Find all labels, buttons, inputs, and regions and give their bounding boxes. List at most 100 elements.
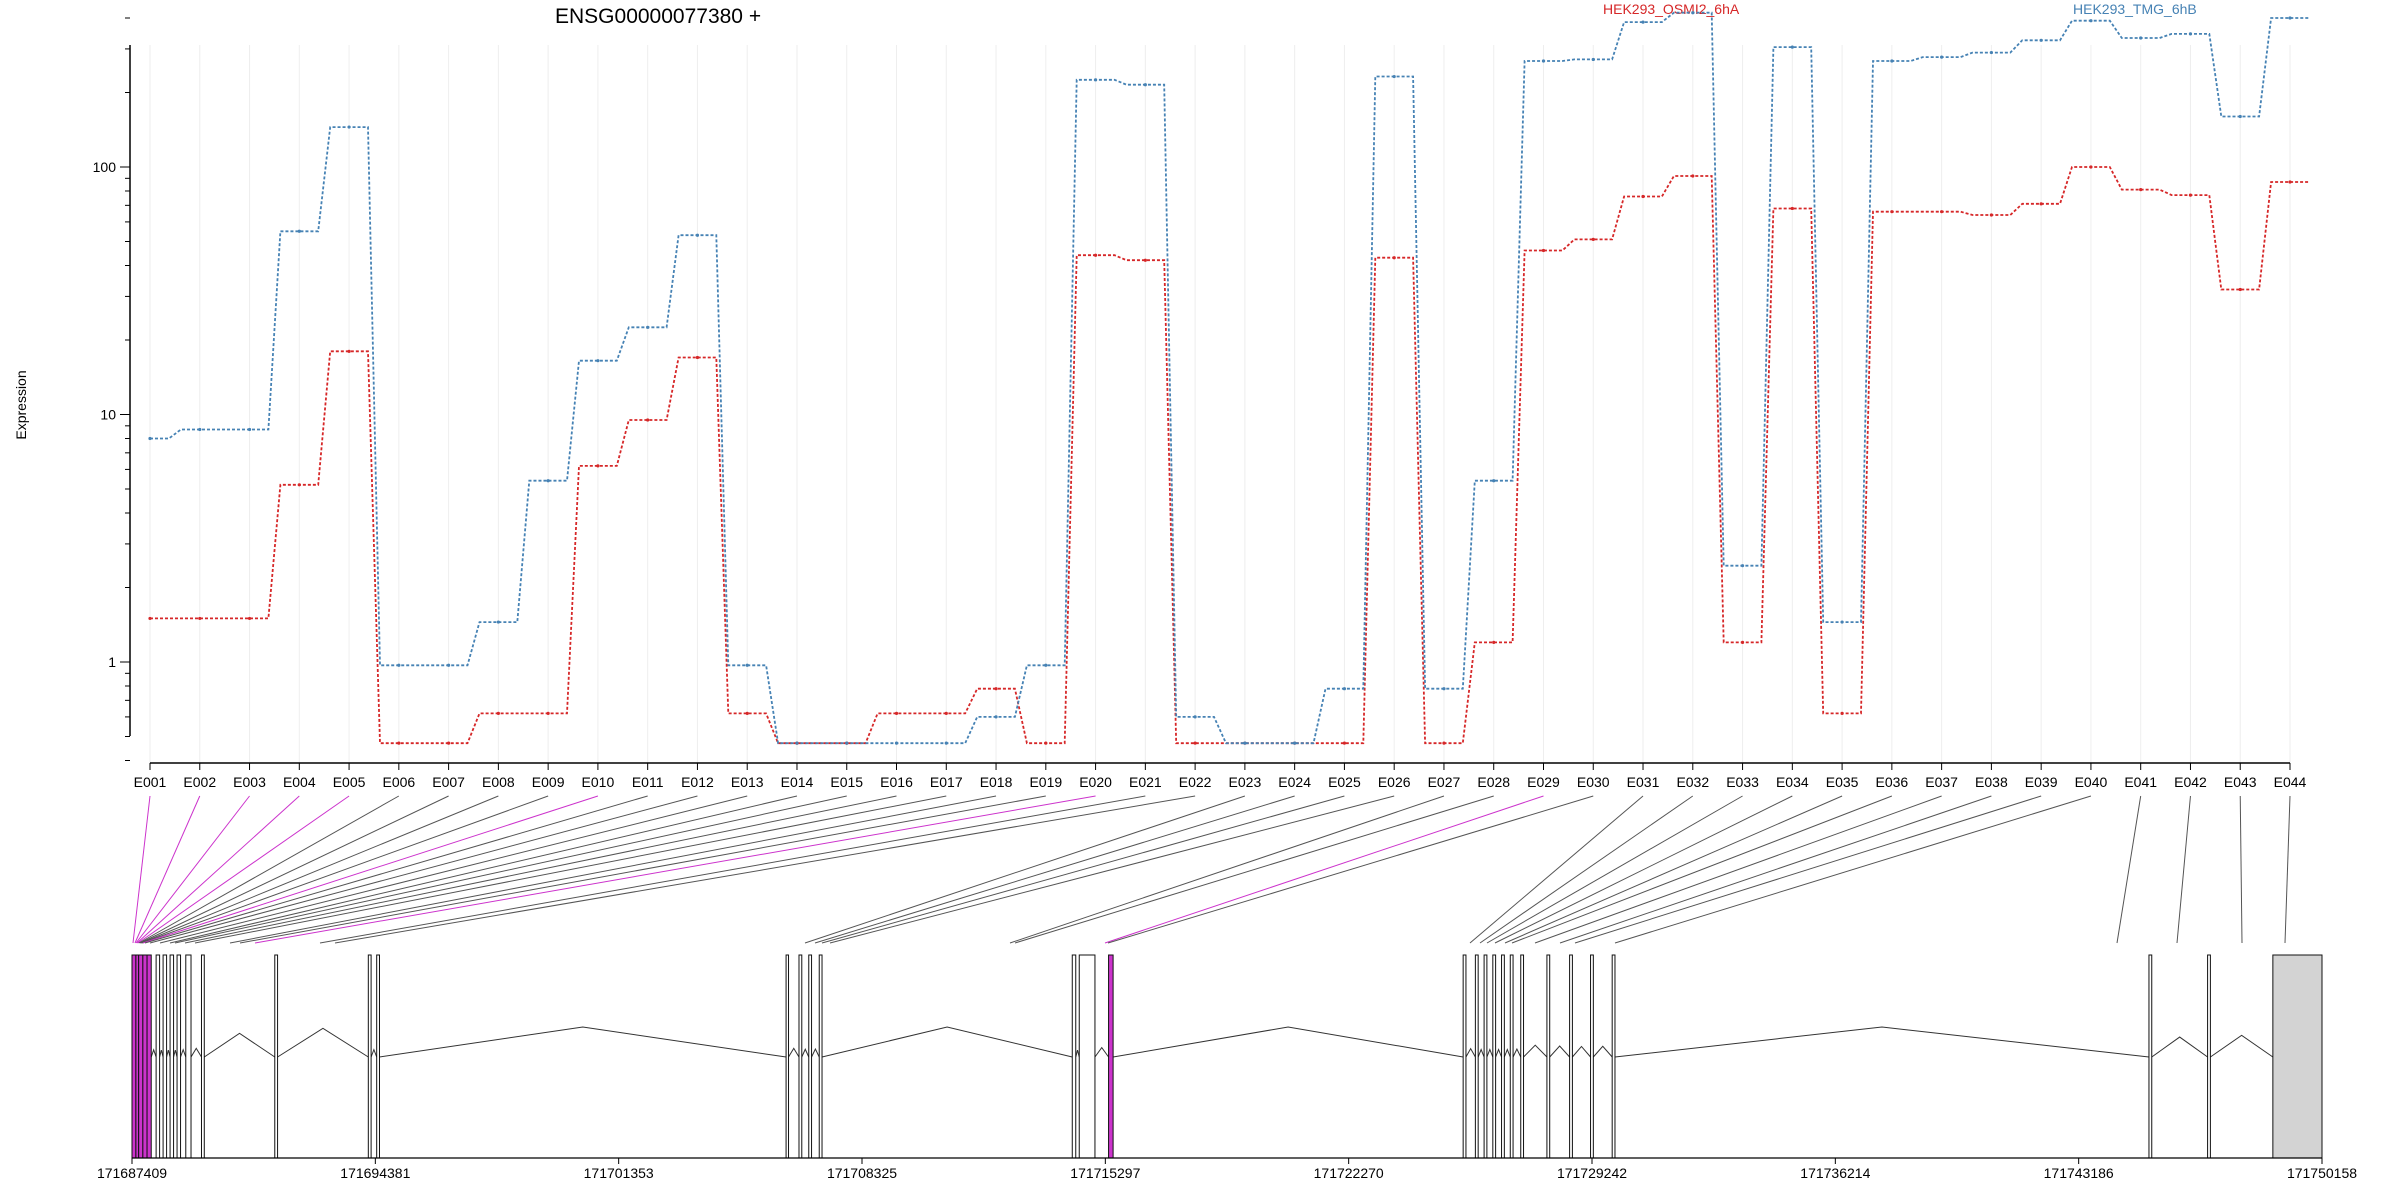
series-point: [1342, 741, 1347, 745]
intron-line: [277, 1027, 369, 1058]
exon-block: [142, 954, 148, 1159]
series-point: [2188, 32, 2193, 36]
exon-connector: [142, 795, 599, 944]
x-tick-label: E033: [1726, 774, 1759, 790]
series-point: [944, 711, 948, 715]
series-point: [1989, 213, 1993, 217]
series-point: [2288, 180, 2292, 184]
exon-block: [176, 954, 182, 1159]
series-point: [1840, 620, 1844, 624]
series-point: [1641, 20, 1645, 24]
exon-block: [1462, 954, 1467, 1159]
exon-connector: [1534, 795, 1942, 944]
exon-connector: [149, 795, 698, 944]
exon-connector: [229, 795, 997, 944]
series-point: [1989, 50, 1993, 55]
x-tick-label: E006: [382, 774, 415, 790]
series-point: [1740, 640, 1745, 645]
intron-line: [379, 1026, 787, 1058]
coord-tick-label: 171715297: [1070, 1165, 1140, 1181]
exon-connector: [829, 795, 1395, 944]
series-point: [1691, 174, 1695, 178]
exon-block: [2272, 954, 2323, 1159]
series-point: [198, 616, 202, 621]
x-tick-label: E024: [1278, 774, 1311, 790]
intron-line: [1094, 1046, 1109, 1058]
x-tick-label: E020: [1079, 774, 1112, 790]
y-tick-label: 100: [93, 159, 117, 175]
legend-series-tmg: HEK293_TMG_6hB: [2073, 1, 2197, 17]
intron-line: [173, 1050, 178, 1058]
intron-line: [1572, 1045, 1591, 1058]
series-point: [198, 427, 202, 432]
expression-series: [148, 11, 2310, 745]
x-tick-label: E012: [681, 774, 714, 790]
exon-connector: [239, 795, 1046, 944]
series-point: [1193, 741, 1197, 745]
exon-block: [131, 954, 137, 1159]
exon-block: [169, 954, 175, 1159]
series-point: [1243, 741, 1247, 745]
exon-connector: [132, 795, 151, 944]
coord-tick-label: 171743186: [2044, 1165, 2114, 1181]
y-tick-label: 10: [100, 407, 116, 423]
x-tick-label: E004: [283, 774, 316, 790]
series-point: [2238, 114, 2242, 119]
series-point: [546, 479, 550, 483]
series-point: [496, 711, 500, 715]
series-point: [845, 741, 849, 745]
exon-connector: [814, 795, 1295, 944]
legend-series-osmi2: HEK293_OSMI2_6hA: [1603, 1, 1740, 17]
intron-line: [150, 1048, 157, 1058]
x-tick-label: E034: [1776, 774, 1809, 790]
series-point: [944, 741, 948, 745]
series-point: [2188, 193, 2193, 197]
series-point: [646, 325, 650, 329]
exon-connector: [134, 795, 201, 944]
series-point: [894, 711, 899, 715]
intron-line: [190, 1047, 202, 1058]
series-point: [148, 616, 152, 621]
exon-connector: [1614, 795, 2092, 944]
exon-block: [1108, 954, 1114, 1159]
intron-line: [159, 1050, 164, 1058]
series-point: [745, 711, 749, 715]
exon-block: [1509, 954, 1514, 1159]
series-line: [150, 166, 2310, 745]
intron-line: [811, 1047, 820, 1058]
x-tick-label: E022: [1179, 774, 1212, 790]
x-axis: E001 E002 E003 E004 E005 E006 E007 E008 E009 E010…: [134, 762, 2307, 790]
exon-connector: [159, 795, 748, 944]
x-tick-label: E009: [532, 774, 565, 790]
series-point: [1591, 57, 1595, 62]
exon-connector: [194, 795, 947, 944]
exon-block: [1071, 954, 1077, 1159]
intron-line: [1549, 1045, 1570, 1058]
series-point: [1044, 741, 1048, 745]
exon-block: [798, 954, 803, 1159]
series-point: [1193, 715, 1197, 719]
x-tick-label: E015: [830, 774, 863, 790]
series-point: [2288, 16, 2292, 20]
exon-block: [1520, 954, 1525, 1159]
exon-block: [274, 954, 279, 1159]
exon-connector: [1494, 795, 1793, 944]
exon-connector: [136, 795, 300, 944]
exon-block: [1546, 954, 1551, 1159]
series-point: [1392, 256, 1396, 260]
exon-connector: [137, 795, 350, 944]
x-tick-label: E018: [980, 774, 1013, 790]
exon-connector: [2116, 795, 2142, 944]
exon-connector: [1104, 795, 1544, 944]
exon-connector: [1009, 795, 1445, 944]
intron-line: [1495, 1048, 1503, 1058]
x-tick-label: E042: [2174, 774, 2207, 790]
series-point: [2089, 19, 2093, 23]
intron-line: [788, 1047, 800, 1058]
series-point: [1641, 194, 1645, 199]
series-point: [397, 741, 401, 745]
series-point: [1143, 83, 1147, 87]
series-point: [894, 741, 899, 745]
exon-connector: [1479, 795, 1694, 944]
